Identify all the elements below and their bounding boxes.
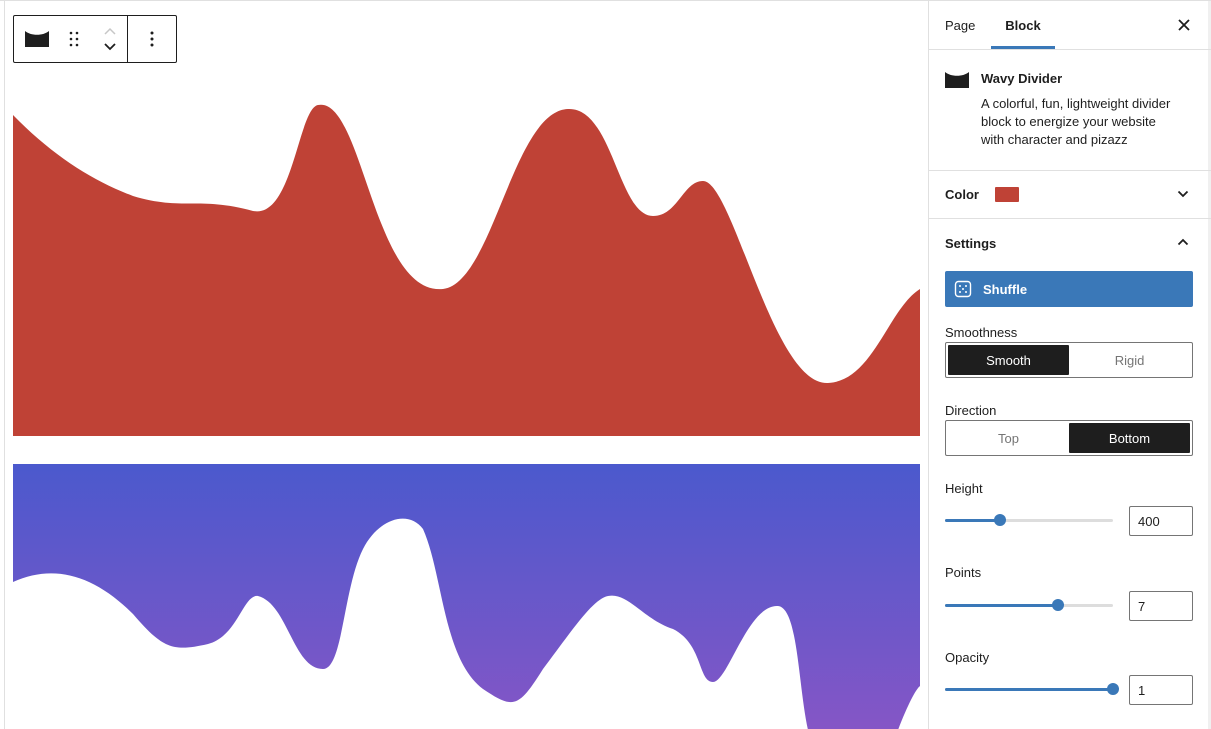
slider-thumb[interactable] (1107, 683, 1119, 695)
more-vertical-icon[interactable] (149, 29, 155, 49)
wavy-divider-red-shape (13, 104, 920, 436)
smoothness-rigid-option[interactable]: Rigid (1114, 352, 1145, 368)
wavy-divider-icon[interactable] (25, 31, 49, 47)
drag-handle-icon[interactable] (68, 30, 80, 48)
chevron-up-icon[interactable] (103, 27, 117, 37)
opacity-label: Opacity (945, 650, 990, 665)
direction-top-option[interactable]: Top (998, 430, 1019, 446)
toolbar-block-group (14, 16, 128, 62)
chevron-up-icon (1177, 238, 1189, 246)
smoothness-smooth-option[interactable]: Smooth (948, 345, 1069, 375)
sidebar-tabs: Page Block (929, 1, 1211, 50)
block-toolbar (13, 15, 177, 63)
color-panel-toggle[interactable]: Color (929, 171, 1211, 219)
direction-toggle-group: Top Bottom (945, 420, 1193, 456)
wavy-divider-red[interactable] (13, 101, 920, 436)
wavy-divider-icon (945, 72, 969, 88)
height-slider[interactable] (945, 513, 1113, 527)
chevron-down-icon (1177, 190, 1189, 198)
settings-panel-toggle[interactable]: Settings (929, 219, 1211, 267)
wavy-divider-gradient[interactable] (13, 464, 920, 729)
canvas-edge (4, 1, 5, 729)
toolbar-options-group (128, 16, 176, 62)
slider-track (945, 519, 1113, 522)
shuffle-button-label: Shuffle (983, 281, 1028, 297)
slider-fill (945, 688, 1113, 691)
tab-block-label: Block (1005, 17, 1041, 33)
sidebar-edge (1208, 1, 1211, 729)
chevron-down-icon[interactable] (103, 41, 117, 51)
move-controls (102, 22, 118, 56)
direction-bottom-option[interactable]: Bottom (1069, 423, 1190, 453)
close-icon[interactable] (1177, 18, 1191, 32)
block-description: A colorful, fun, lightweight divider blo… (981, 96, 1171, 147)
opacity-input[interactable]: 1 (1129, 675, 1193, 705)
smoothness-toggle-group: Smooth Rigid (945, 342, 1193, 378)
points-label: Points (945, 565, 982, 580)
wavy-divider-gradient-cutout (13, 518, 920, 729)
points-input[interactable]: 7 (1129, 591, 1193, 621)
block-card: Wavy Divider A colorful, fun, lightweigh… (929, 50, 1211, 171)
tab-block[interactable]: Block (991, 1, 1055, 49)
direction-label: Direction (945, 403, 997, 418)
block-title: Wavy Divider (981, 71, 1063, 86)
settings-panel-title: Settings (945, 235, 997, 251)
slider-thumb[interactable] (994, 514, 1007, 526)
height-input[interactable]: 400 (1129, 506, 1193, 536)
tab-page-label: Page (945, 17, 976, 33)
slider-fill (945, 604, 1058, 607)
points-slider[interactable] (945, 598, 1113, 612)
color-panel-title: Color (945, 187, 979, 202)
smoothness-label: Smoothness (945, 325, 1018, 340)
shuffle-button[interactable]: Shuffle (945, 271, 1193, 307)
height-label: Height (945, 481, 983, 496)
slider-thumb[interactable] (1051, 599, 1064, 611)
slider-fill (945, 519, 1001, 522)
opacity-slider[interactable] (945, 682, 1119, 696)
editor-canvas (0, 0, 928, 729)
dice-icon (954, 280, 972, 298)
tab-page[interactable]: Page (929, 1, 991, 49)
color-swatch (994, 187, 1019, 202)
settings-sidebar: Page Block Wavy Divider A colorful, fun,… (928, 0, 1211, 729)
